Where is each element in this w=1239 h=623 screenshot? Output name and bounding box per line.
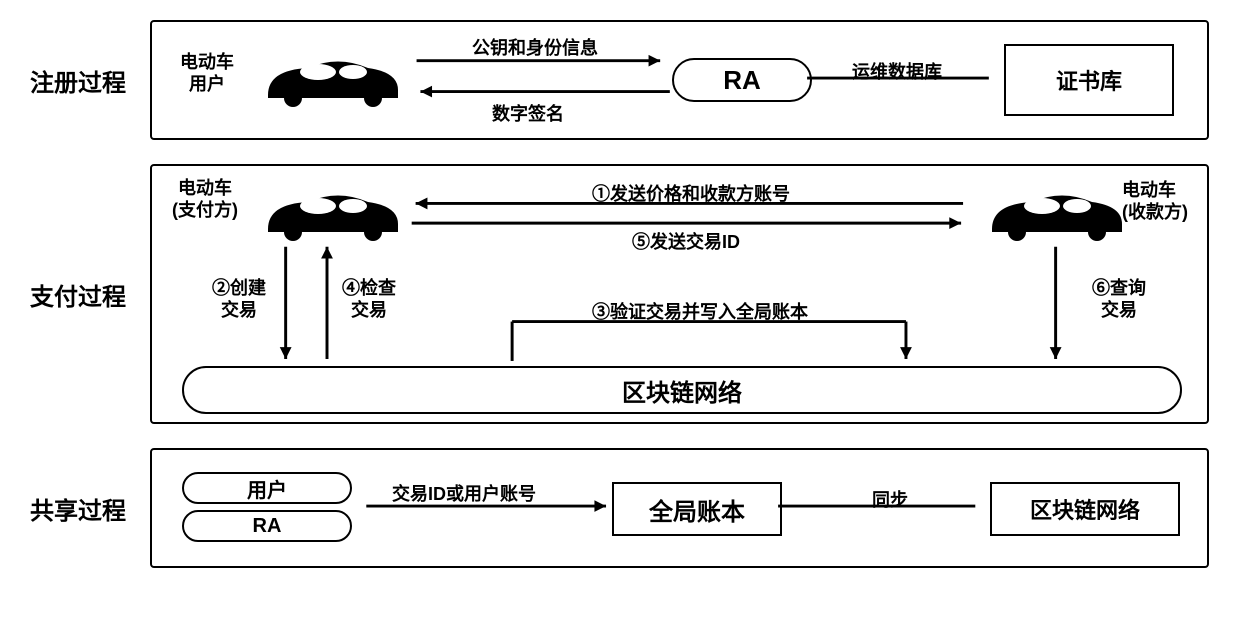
blockchain-box: 区块链网络 — [182, 366, 1182, 414]
panel-register: 电动车用户 RA 证书库 公钥和身份信息 数字签名 运维数据库 — [150, 20, 1209, 140]
msg2-label: ②创建交易 — [212, 278, 266, 321]
msg5-label: ⑤发送交易ID — [632, 228, 740, 254]
row-register: 注册过程 电动车用户 RA 证书库 公钥和身份信息 数字签名 运维数据库 — [30, 20, 1209, 140]
payer-label-text: 电动车(支付方) — [172, 178, 238, 220]
cert-box: 证书库 — [1004, 44, 1174, 116]
sync-label: 同步 — [872, 486, 908, 512]
arrow-sig-label: 数字签名 — [492, 100, 564, 126]
ra-pill: RA — [182, 510, 352, 542]
reg-car-label: 电动车用户 — [180, 52, 234, 95]
user-pill: 用户 — [182, 472, 352, 504]
panel-payment: 电动车(支付方) 电动车(收款方) 区块链网络 ①发送价格和收款方账号 ⑤发送交… — [150, 164, 1209, 424]
row-share: 共享过程 用户 RA 全局账本 区块链网络 交易ID或用户账号 同步 — [30, 448, 1209, 568]
ledger-box: 全局账本 — [612, 482, 782, 536]
panel-share: 用户 RA 全局账本 区块链网络 交易ID或用户账号 同步 — [150, 448, 1209, 568]
payer-label: 电动车(支付方) — [172, 178, 238, 221]
msg1-label: ①发送价格和收款方账号 — [592, 180, 790, 206]
label-share: 共享过程 — [30, 491, 150, 526]
row-payment: 支付过程 电动车(支付方) 电动车(收款方) 区块链网络 ①发送价格和收款方账号… — [30, 164, 1209, 424]
label-payment: 支付过程 — [30, 277, 150, 312]
car-icon-payer — [248, 184, 408, 244]
link-db-label: 运维数据库 — [852, 58, 942, 84]
msg3-label: ③验证交易并写入全局账本 — [592, 298, 808, 324]
msg4-label: ④检查交易 — [342, 278, 396, 321]
car-icon-reg — [248, 50, 408, 110]
car-icon-payee — [972, 184, 1132, 244]
query-label: 交易ID或用户账号 — [392, 480, 536, 506]
label-register: 注册过程 — [30, 63, 150, 98]
arrow-pubkey-label: 公钥和身份信息 — [472, 34, 598, 60]
network-box: 区块链网络 — [990, 482, 1180, 536]
msg6-label: ⑥查询交易 — [1092, 278, 1146, 321]
ra-box: RA — [672, 58, 812, 102]
reg-car-label-text: 电动车用户 — [180, 52, 234, 94]
